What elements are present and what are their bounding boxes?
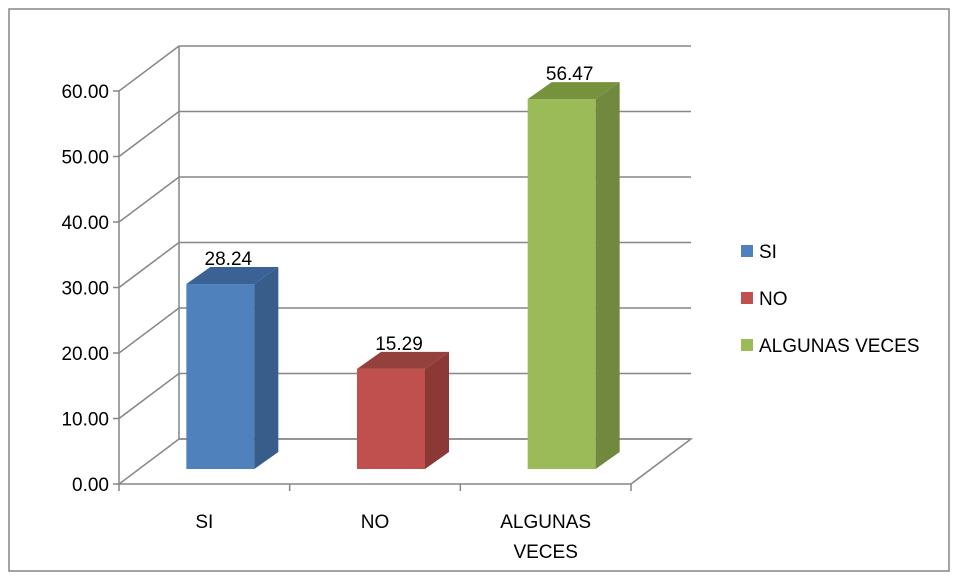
y-tick-label: 0.00 — [72, 475, 109, 496]
legend-label: SI — [759, 242, 777, 263]
data-label: 28.24 — [205, 249, 253, 270]
bar-front — [527, 99, 596, 470]
legend-swatch — [741, 292, 753, 304]
legend: SI NO ALGUNAS VECES — [741, 242, 920, 357]
legend-label: ALGUNAS VECES — [759, 336, 920, 357]
gridline-side — [118, 307, 180, 354]
x-tick-label: NO — [361, 512, 390, 533]
data-label: 56.47 — [546, 64, 594, 85]
x-tick-label: ALGUNAS — [500, 512, 591, 533]
chart-border — [8, 8, 950, 572]
gridline-side — [118, 45, 180, 92]
y-tick-label: 10.00 — [61, 410, 109, 431]
gridline-side — [118, 176, 180, 223]
gridline-side — [118, 110, 180, 158]
legend-swatch — [741, 245, 753, 257]
bar-side — [595, 82, 620, 470]
bars — [186, 82, 620, 470]
x-tick-label: VECES — [513, 542, 577, 563]
bar-si — [186, 267, 279, 469]
bar-no — [357, 351, 449, 469]
y-tick-label: 20.00 — [61, 344, 109, 365]
legend-label: NO — [759, 289, 788, 310]
bar-top — [527, 82, 620, 100]
bar-side — [425, 351, 449, 469]
bar-side — [254, 267, 279, 469]
y-axis-tick-labels: 0.00 10.00 20.00 30.00 40.00 50.00 60.00 — [61, 82, 109, 496]
y-tick-label: 60.00 — [61, 82, 109, 103]
axes — [113, 90, 632, 491]
data-label: 15.29 — [375, 334, 423, 355]
gridline-side — [118, 241, 180, 289]
bar-front — [186, 284, 255, 469]
bar-front — [357, 368, 425, 469]
x-axis-tick-labels: SI NO ALGUNAS VECES — [195, 512, 591, 563]
y-tick-label: 40.00 — [61, 213, 109, 234]
data-labels: 28.24 15.29 56.47 — [205, 64, 594, 355]
bar-algunas-veces — [527, 82, 620, 470]
x-tick-label: SI — [195, 512, 213, 533]
bar-top — [186, 267, 279, 285]
y-tick-label: 30.00 — [61, 279, 109, 300]
bar-top — [357, 351, 449, 369]
legend-swatch — [741, 339, 753, 351]
gridline-side — [118, 372, 180, 420]
y-tick-label: 50.00 — [61, 148, 109, 169]
